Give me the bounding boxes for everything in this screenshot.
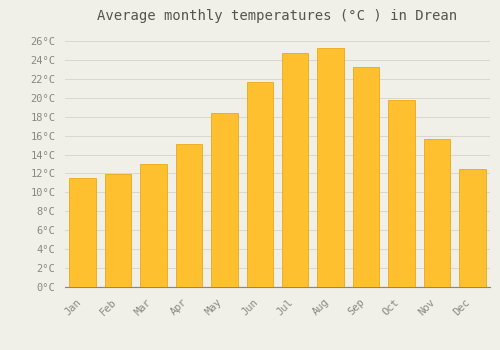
Bar (140, 164, 167, 287)
Bar (388, 100, 414, 287)
Bar (70, 178, 96, 287)
Bar (105, 174, 132, 287)
Bar (424, 139, 450, 287)
Bar (353, 66, 380, 287)
Bar (282, 53, 308, 287)
Bar (318, 48, 344, 287)
Title: Average monthly temperatures (°C ) in Drean: Average monthly temperatures (°C ) in Dr… (98, 9, 458, 23)
Bar (176, 144, 202, 287)
Bar (459, 169, 485, 287)
Bar (211, 113, 238, 287)
Bar (246, 82, 273, 287)
